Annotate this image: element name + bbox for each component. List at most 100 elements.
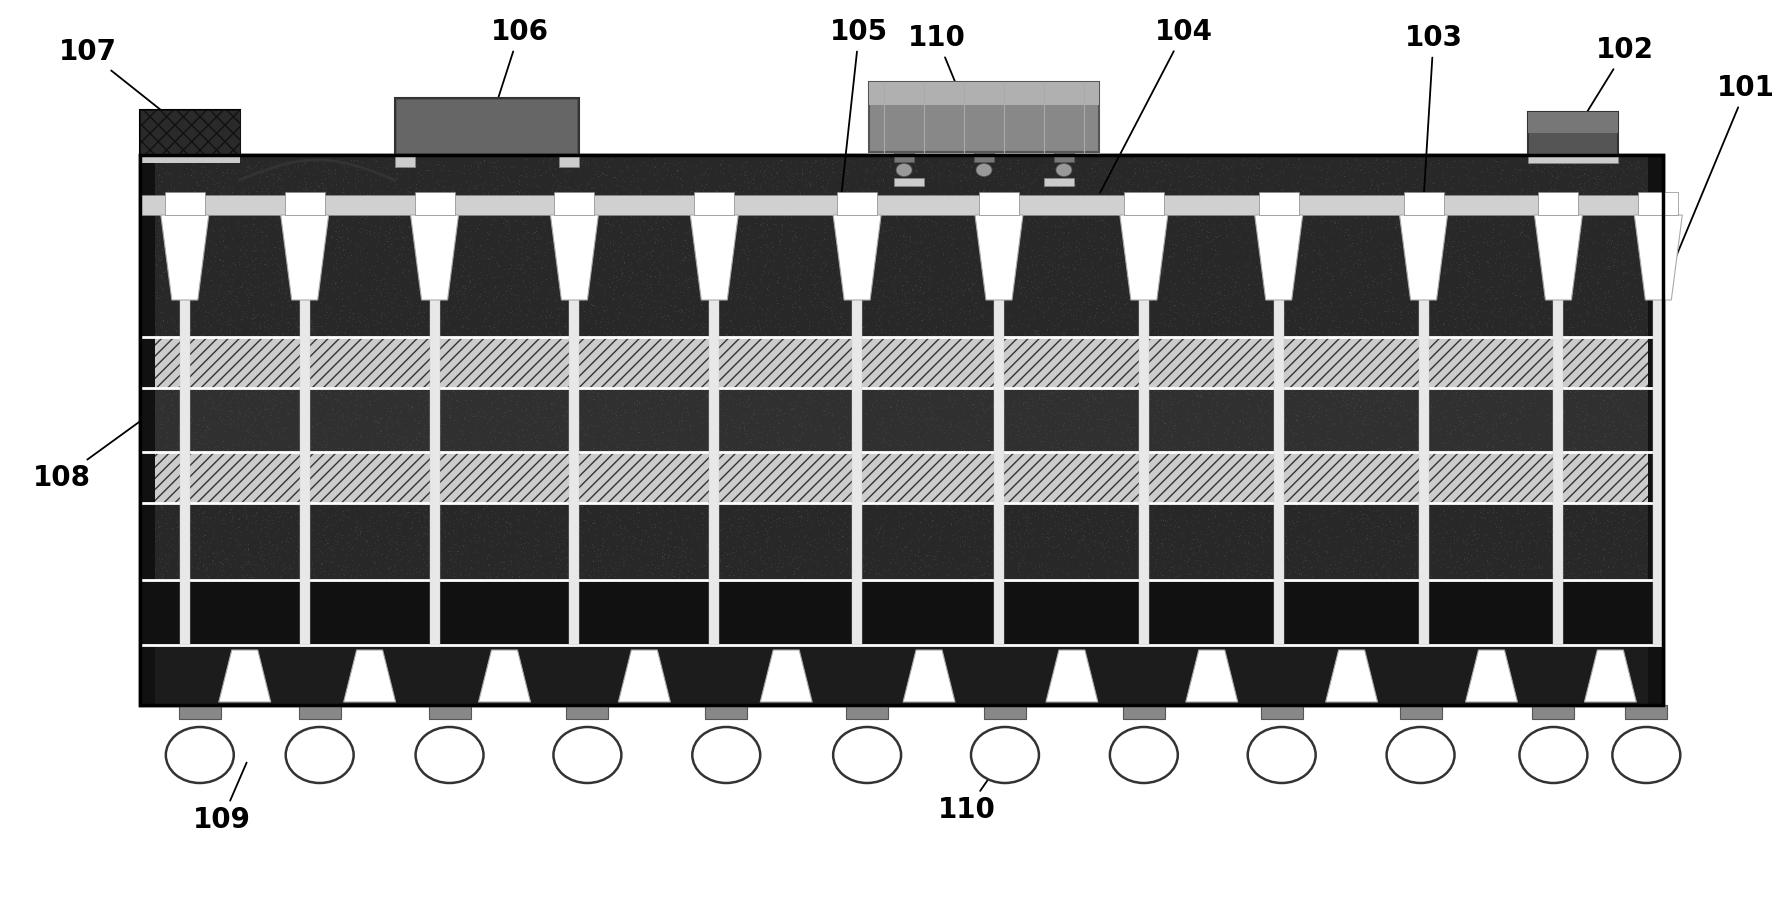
Point xyxy=(1181,306,1210,321)
Point xyxy=(1192,174,1221,188)
Point xyxy=(1622,250,1650,264)
Point xyxy=(936,380,964,395)
Point xyxy=(164,424,192,439)
Point xyxy=(264,506,292,521)
Point xyxy=(207,187,235,202)
Point xyxy=(296,498,324,513)
Point xyxy=(1602,193,1631,207)
Point xyxy=(1059,261,1087,276)
Point xyxy=(1246,505,1274,520)
Point xyxy=(568,413,597,428)
Point xyxy=(1552,222,1581,237)
Point xyxy=(960,438,989,452)
Point xyxy=(383,171,412,186)
Point xyxy=(362,415,390,430)
Point xyxy=(1385,203,1413,218)
Point xyxy=(1554,555,1582,569)
Point xyxy=(344,501,372,515)
Point xyxy=(827,224,855,239)
Point xyxy=(1288,322,1317,336)
Point xyxy=(1269,526,1297,541)
Point xyxy=(777,329,805,344)
Point xyxy=(839,156,868,171)
Point xyxy=(793,162,822,176)
Point xyxy=(1557,557,1586,571)
Point xyxy=(469,532,497,547)
Point xyxy=(880,408,909,422)
Point xyxy=(686,380,715,395)
Point xyxy=(1103,436,1132,451)
Point xyxy=(535,163,563,177)
Point xyxy=(531,224,560,239)
Point xyxy=(1171,390,1199,405)
Point xyxy=(269,221,298,236)
Point xyxy=(561,298,590,313)
Point xyxy=(1584,274,1613,289)
Point xyxy=(460,407,488,421)
Point xyxy=(889,557,918,571)
Point xyxy=(718,547,747,561)
Point xyxy=(668,239,697,254)
Point xyxy=(973,503,1001,517)
Point xyxy=(488,199,517,214)
Point xyxy=(668,190,697,205)
Point xyxy=(1581,432,1609,447)
Point xyxy=(1342,152,1370,166)
Point xyxy=(529,501,558,515)
Point xyxy=(1251,418,1279,432)
Point xyxy=(511,381,540,396)
Point xyxy=(871,424,900,439)
Point xyxy=(1140,287,1169,302)
Point xyxy=(1556,396,1584,410)
Point xyxy=(715,194,743,208)
Point xyxy=(857,198,886,213)
Point xyxy=(280,506,308,521)
Point xyxy=(953,413,982,428)
Point xyxy=(1016,525,1044,539)
Point xyxy=(732,528,761,543)
Point xyxy=(652,277,681,292)
Point xyxy=(1082,191,1110,206)
Point xyxy=(704,262,732,277)
Point xyxy=(1572,224,1600,239)
Point xyxy=(996,552,1025,567)
Point xyxy=(1557,551,1586,566)
Point xyxy=(804,513,832,527)
Point xyxy=(939,245,968,260)
Point xyxy=(1009,549,1037,564)
Point xyxy=(993,228,1021,243)
Point xyxy=(372,549,401,564)
Point xyxy=(353,404,381,419)
Point xyxy=(460,409,488,423)
Point xyxy=(1062,302,1091,316)
Point xyxy=(1050,285,1078,300)
Point xyxy=(1424,499,1452,514)
Point xyxy=(239,326,267,341)
Point xyxy=(574,521,602,536)
Point xyxy=(1276,390,1304,405)
Point xyxy=(1402,229,1431,244)
Point xyxy=(321,276,349,291)
Point xyxy=(362,413,390,428)
Point xyxy=(1078,168,1107,183)
Point xyxy=(428,197,456,212)
Point xyxy=(449,423,478,438)
Point xyxy=(1010,235,1039,250)
Point xyxy=(130,200,159,215)
Point xyxy=(1253,514,1281,528)
Point xyxy=(691,438,720,452)
Point xyxy=(1458,567,1486,581)
Point xyxy=(1287,393,1315,408)
Point xyxy=(1372,216,1401,230)
Point xyxy=(592,547,620,561)
Point xyxy=(1306,249,1335,263)
Point xyxy=(317,276,346,291)
Point xyxy=(545,175,574,190)
Point xyxy=(757,172,786,186)
Point xyxy=(545,309,574,324)
Point xyxy=(191,383,219,398)
Point xyxy=(226,537,255,551)
Point xyxy=(536,309,565,324)
Point xyxy=(1561,498,1590,513)
Point xyxy=(542,524,570,538)
